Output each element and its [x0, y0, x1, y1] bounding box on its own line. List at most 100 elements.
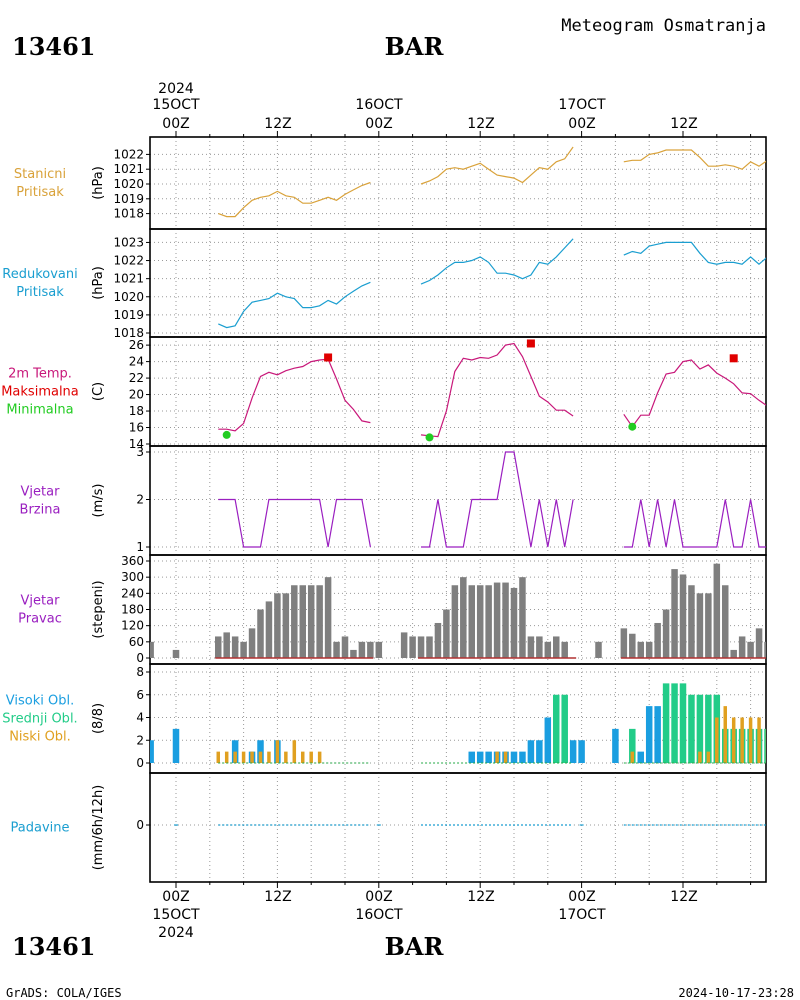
panel-label-line: Pravac — [18, 612, 62, 627]
panel-label-line: Visoki Obl. — [6, 694, 74, 709]
direction-bar — [493, 582, 501, 658]
panel-reduced_pressure: 1018 1019 1020 1021 1022 1023 (hPa) Redukovani P… — [2, 228, 767, 340]
top-day-label-3: 17OCT — [558, 97, 606, 113]
y-axis-label: (mm/6h/12h) — [91, 785, 106, 871]
cloud-bar-0 — [645, 706, 653, 763]
direction-bar — [713, 563, 721, 658]
panel-label-line: Brzina — [20, 503, 61, 518]
footer-credit: GrADS: COLA/IGES — [6, 986, 122, 1000]
series-line-wind_speed — [421, 451, 574, 548]
direction-bar — [299, 585, 306, 658]
direction-bar — [434, 622, 442, 658]
series-line-station_pressure — [623, 149, 766, 170]
top-hour-label-1: 00Z — [162, 116, 189, 132]
direction-bar — [274, 593, 281, 658]
panel-label-line: 2m Temp. — [8, 367, 72, 382]
panel-label-line: Redukovani — [2, 267, 77, 282]
panel-label-line: Pritisak — [16, 185, 64, 200]
y-tick-label: 1021 — [113, 272, 144, 286]
direction-bar — [316, 585, 323, 658]
footer-timestamp: 2024-10-17-23:28 — [678, 986, 794, 1000]
y-tick-label: 14 — [129, 437, 144, 451]
cloud-bar-0 — [637, 751, 644, 763]
cloud-bar-2 — [224, 751, 229, 763]
cloud-bar-0 — [172, 728, 180, 763]
panel-data-group — [218, 146, 766, 218]
panel-frame — [149, 228, 767, 338]
series-line-station_pressure — [218, 181, 371, 218]
y-tick-label: 8 — [136, 665, 144, 679]
top-hour-label-3: 00Z — [365, 116, 392, 132]
cloud-bar-2 — [250, 751, 254, 763]
min-temp-marker — [222, 430, 231, 439]
direction-bar — [426, 636, 433, 658]
direction-bar — [688, 585, 695, 658]
direction-bar — [553, 636, 560, 658]
direction-bar — [730, 649, 737, 658]
direction-bar — [443, 609, 450, 658]
y-tick-label: 300 — [121, 570, 144, 584]
panel-clouds: 0 2 4 6 8 (8/8) Visoki Obl. Srednji Obl. Niski O… — [2, 663, 767, 774]
cloud-bar-2 — [241, 751, 246, 763]
panel-frame — [149, 336, 767, 447]
direction-bar — [662, 609, 670, 658]
direction-bar — [510, 587, 518, 658]
bottom-hour-label-5: 00Z — [568, 889, 595, 905]
direction-bar — [265, 601, 273, 658]
cloud-bar-2 — [275, 740, 280, 763]
direction-bar — [696, 593, 704, 658]
direction-bar — [536, 636, 543, 658]
direction-bar — [215, 636, 222, 658]
y-tick-label: 16 — [129, 421, 144, 435]
top-hour-label-6: 12Z — [670, 116, 697, 132]
direction-bar — [738, 636, 746, 658]
y-tick-label: 240 — [121, 586, 144, 600]
y-tick-label: 20 — [129, 388, 144, 402]
direction-bar — [341, 636, 349, 658]
y-tick-label: 1023 — [113, 235, 144, 249]
top-year-label: 2024 — [158, 81, 194, 97]
y-tick-label: 1018 — [113, 326, 144, 340]
direction-bar — [468, 585, 475, 658]
y-tick-label: 360 — [121, 554, 144, 568]
panel-data-group — [150, 563, 780, 659]
series-line-reduced_pressure — [420, 238, 574, 285]
y-tick-label: 60 — [129, 635, 144, 649]
y-tick-label: 1 — [136, 540, 144, 554]
direction-bar — [291, 585, 298, 658]
cloud-bar-0 — [468, 751, 475, 763]
y-axis-label: (C) — [91, 382, 106, 401]
cloud-bar-1 — [696, 694, 704, 763]
direction-bar — [409, 636, 416, 658]
direction-bar — [460, 577, 467, 658]
y-tick-label: 4 — [136, 711, 144, 725]
cloud-bar-1 — [671, 683, 678, 763]
cloud-bar-2 — [233, 751, 237, 763]
cloud-bar-2 — [748, 717, 753, 763]
y-tick-label: 0 — [136, 651, 144, 665]
top-hour-label-5: 00Z — [568, 116, 595, 132]
y-tick-label: 6 — [136, 688, 144, 702]
y-tick-label: 22 — [129, 371, 144, 385]
direction-bar — [620, 628, 628, 658]
panel-wind_speed: 1 2 3 (m/s) Vjetar Brzina — [20, 445, 767, 556]
cloud-bar-2 — [258, 751, 263, 763]
series-line-temperature — [420, 342, 574, 438]
y-tick-label: 0 — [136, 756, 144, 770]
y-tick-label: 24 — [129, 355, 144, 369]
y-tick-label: 1022 — [113, 254, 144, 268]
cloud-bar-0 — [476, 751, 484, 763]
direction-bar — [307, 585, 315, 658]
y-tick-label: 180 — [121, 603, 144, 617]
y-axis-label: (hPa) — [91, 166, 106, 200]
direction-bar — [747, 641, 754, 658]
series-line-temperature — [623, 359, 766, 428]
direction-bar — [755, 628, 763, 658]
direction-bar — [722, 585, 729, 658]
direction-bar — [400, 632, 408, 658]
series-line-reduced_pressure — [623, 241, 766, 265]
max-temp-marker — [324, 353, 333, 362]
direction-bar — [773, 642, 780, 658]
panel-label-line: Niski Obl. — [9, 730, 71, 745]
